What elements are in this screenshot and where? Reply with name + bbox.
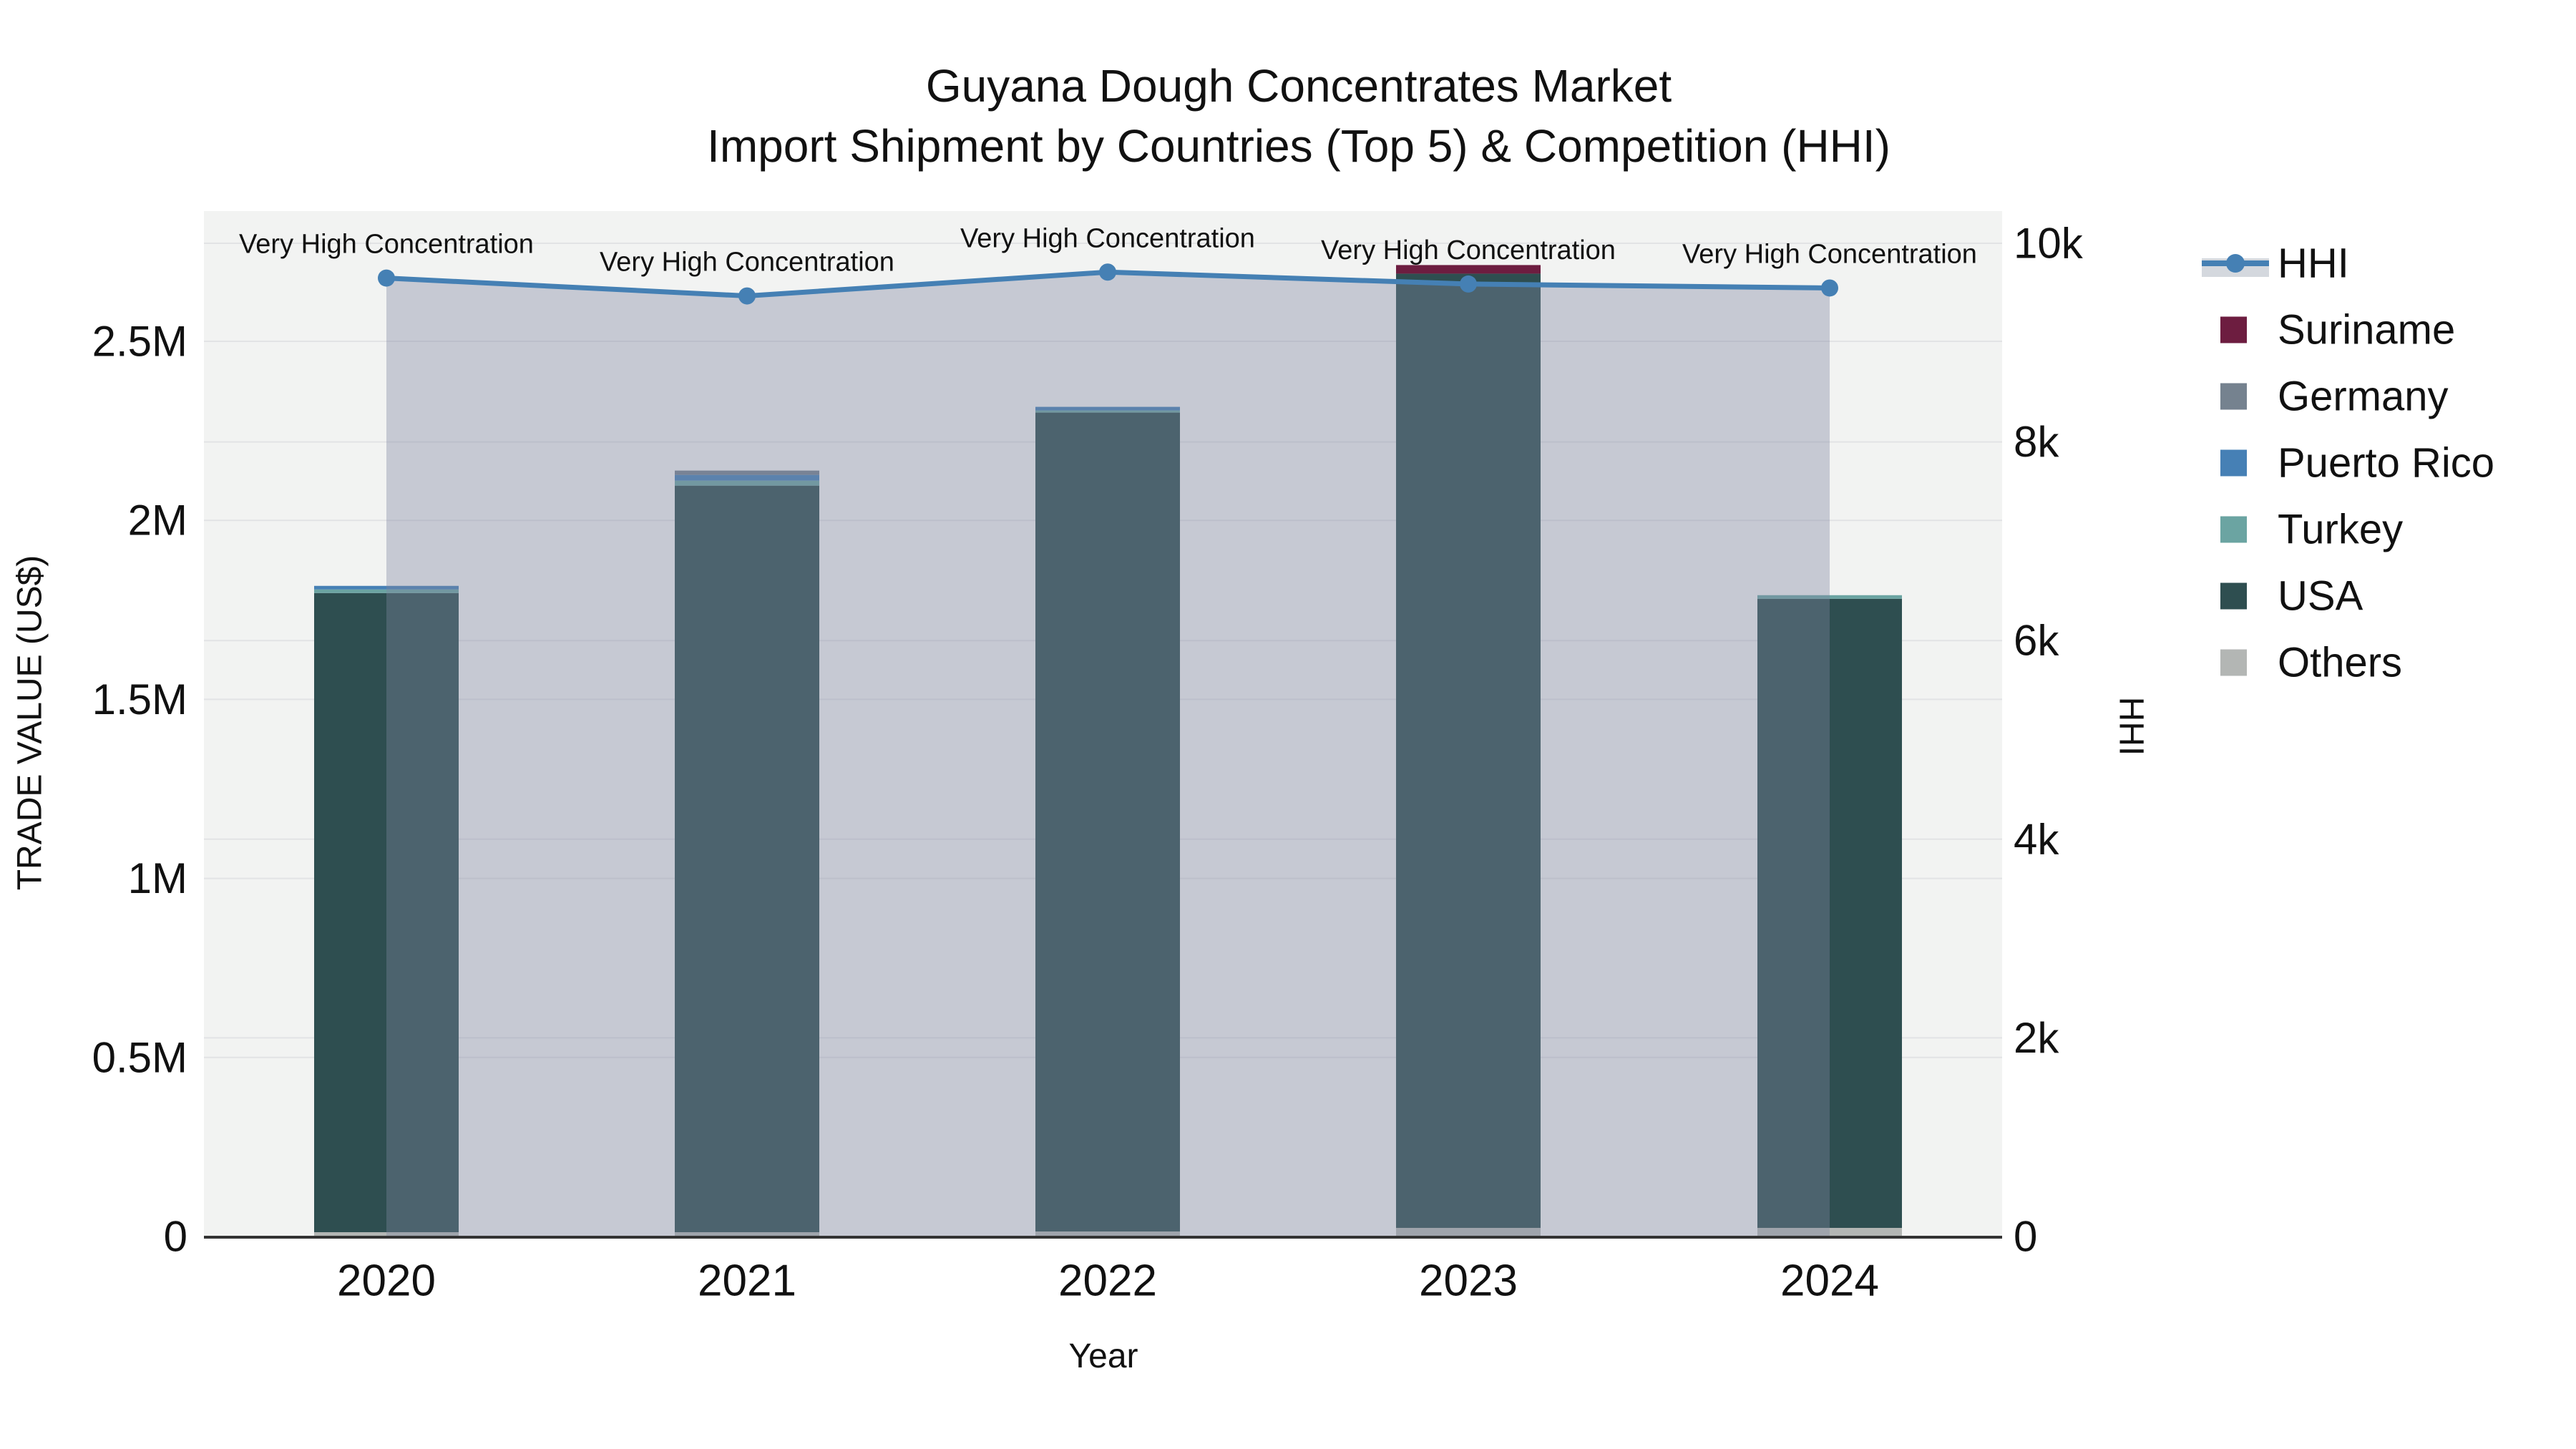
bar-segment-turkey-2022[interactable]	[1035, 410, 1180, 413]
legend-hhi-marker	[2226, 254, 2245, 273]
x-tick-2023: 2023	[1419, 1257, 1518, 1306]
bar-segment-puerto-rico-2020[interactable]	[314, 585, 459, 590]
y-right-tick-10k: 10k	[2014, 220, 2084, 268]
y-right-tick-4k: 4k	[2014, 815, 2059, 863]
chart-title-line1: Guyana Dough Concentrates Market	[925, 60, 1672, 112]
bar-segment-usa-2023[interactable]	[1396, 273, 1541, 1228]
legend-label-germany: Germany	[2278, 374, 2449, 420]
bar-segment-germany-2021[interactable]	[675, 470, 819, 475]
annotation-2024: Very High Concentration	[1682, 239, 1977, 269]
y-left-tick-2.5M: 2.5M	[92, 318, 187, 366]
y-left-tick-0: 0	[164, 1213, 187, 1261]
hhi-point-2021[interactable]	[738, 287, 756, 305]
bar-segment-turkey-2021[interactable]	[675, 480, 819, 486]
y-right-tick-2k: 2k	[2014, 1014, 2059, 1062]
bar-segment-usa-2020[interactable]	[314, 592, 459, 1232]
bar-segment-usa-2022[interactable]	[1035, 412, 1180, 1231]
legend-label-hhi: HHI	[2278, 240, 2349, 287]
legend-item-puerto-rico[interactable]: Puerto Rico	[2220, 440, 2494, 487]
legend-swatch-suriname	[2220, 316, 2247, 343]
y-left-tick-0.5M: 0.5M	[92, 1033, 187, 1081]
legend-item-suriname[interactable]: Suriname	[2220, 307, 2455, 353]
legend-label-puerto-rico: Puerto Rico	[2278, 440, 2494, 487]
legend-item-turkey[interactable]: Turkey	[2220, 507, 2403, 553]
legend-swatch-usa	[2220, 582, 2247, 610]
bar-segment-others-2024[interactable]	[1757, 1227, 1902, 1236]
legend-swatch-others	[2220, 649, 2247, 676]
y-right-axis-title: HHI	[2112, 696, 2150, 756]
x-tick-2022: 2022	[1058, 1257, 1157, 1306]
x-axis-title: Year	[1068, 1337, 1138, 1375]
annotation-2023: Very High Concentration	[1321, 235, 1616, 265]
hhi-point-2023[interactable]	[1460, 275, 1477, 293]
x-tick-2024: 2024	[1780, 1257, 1879, 1306]
legend-swatch-turkey	[2220, 516, 2247, 543]
legend-swatch-germany	[2220, 383, 2247, 410]
legend-label-suriname: Suriname	[2278, 307, 2455, 353]
legend-label-usa: USA	[2278, 573, 2363, 620]
x-tick-2020: 2020	[337, 1257, 436, 1306]
chart-title: Guyana Dough Concentrates Market Import …	[0, 56, 2576, 177]
legend-item-others[interactable]: Others	[2220, 640, 2402, 686]
chart-title-line2: Import Shipment by Countries (Top 5) & C…	[707, 120, 1890, 172]
bar-segment-turkey-2024[interactable]	[1757, 595, 1902, 599]
annotation-2020: Very High Concentration	[239, 230, 534, 260]
y-right-tick-0: 0	[2014, 1213, 2037, 1261]
hhi-point-2020[interactable]	[378, 269, 395, 287]
annotation-2021: Very High Concentration	[600, 248, 894, 278]
y-left-tick-1.5M: 1.5M	[92, 675, 187, 723]
bar-segment-puerto-rico-2021[interactable]	[675, 474, 819, 481]
bar-segment-others-2021[interactable]	[675, 1231, 819, 1236]
legend-item-hhi[interactable]: HHI	[2202, 240, 2349, 287]
annotation-2022: Very High Concentration	[960, 223, 1255, 253]
bar-segment-others-2020[interactable]	[314, 1231, 459, 1236]
x-tick-2021: 2021	[698, 1257, 796, 1306]
hhi-point-2022[interactable]	[1099, 263, 1116, 281]
legend-label-others: Others	[2278, 640, 2402, 686]
legend-swatch-puerto-rico	[2220, 449, 2247, 477]
bar-segment-puerto-rico-2022[interactable]	[1035, 406, 1180, 411]
hhi-point-2024[interactable]	[1821, 279, 1838, 297]
bar-segment-others-2022[interactable]	[1035, 1231, 1180, 1236]
bar-segment-usa-2021[interactable]	[675, 485, 819, 1232]
bar-segment-turkey-2020[interactable]	[314, 589, 459, 593]
y-left-axis-title: TRADE VALUE (US$)	[11, 555, 49, 891]
legend-item-usa[interactable]: USA	[2220, 573, 2363, 620]
legend-label-turkey: Turkey	[2278, 507, 2403, 553]
bar-segment-suriname-2023[interactable]	[1396, 265, 1541, 274]
hhi-area-fill	[386, 272, 1830, 1237]
y-right-tick-6k: 6k	[2014, 617, 2059, 665]
bar-segment-others-2023[interactable]	[1396, 1227, 1541, 1236]
bar-segment-usa-2024[interactable]	[1757, 598, 1902, 1228]
y-left-tick-1M: 1M	[128, 854, 187, 902]
y-right-tick-8k: 8k	[2014, 418, 2059, 466]
legend-item-germany[interactable]: Germany	[2220, 374, 2449, 420]
y-left-tick-2M: 2M	[128, 497, 187, 545]
